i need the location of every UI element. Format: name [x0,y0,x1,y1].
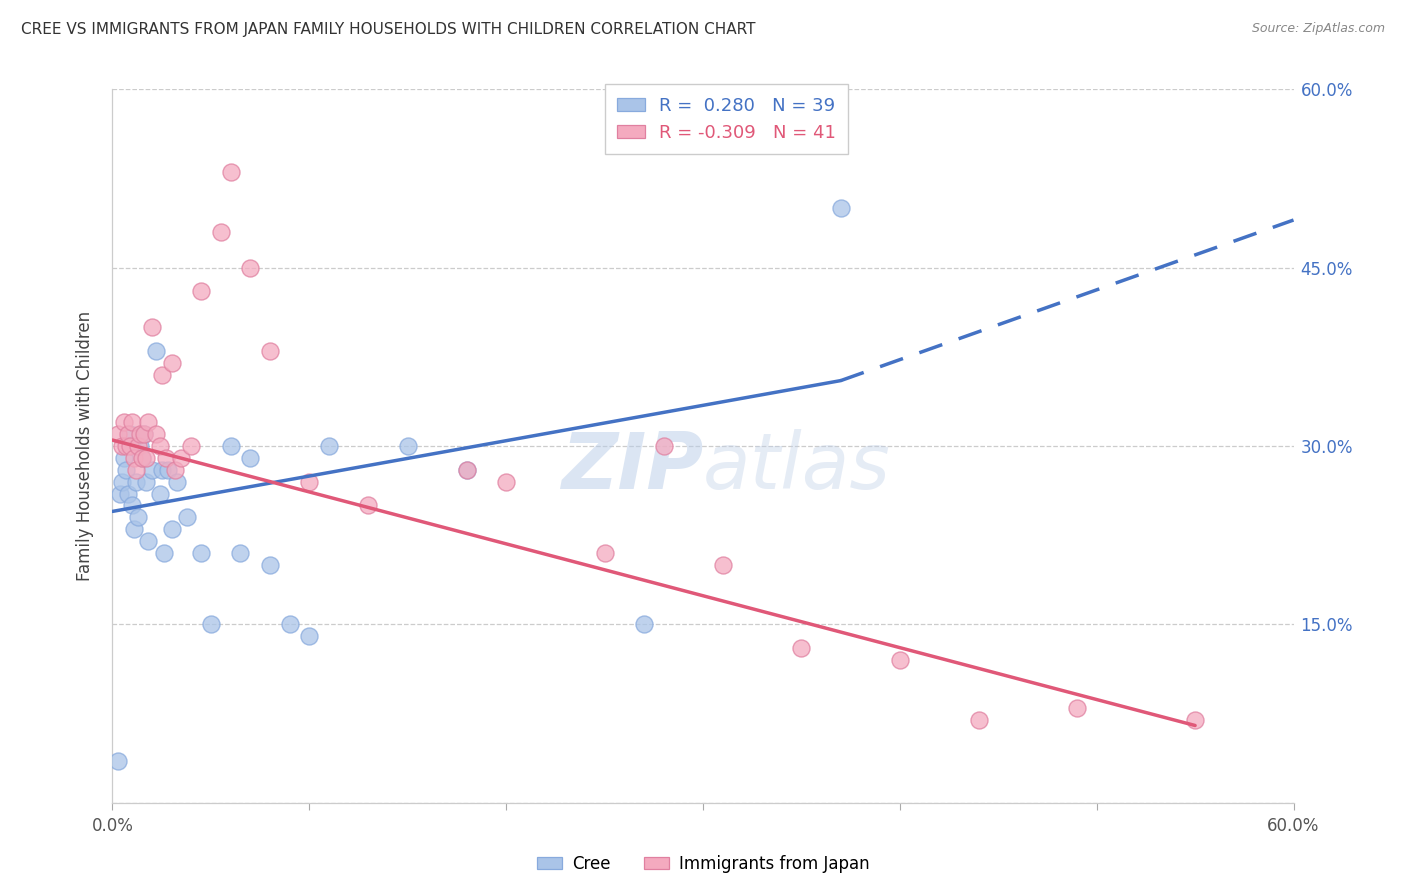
Point [120,427,142,442]
Point [652,439,675,453]
Point [1066,700,1088,714]
Point [135,475,157,489]
Point [190,285,212,299]
Point [115,463,138,477]
Point [259,343,281,358]
Point [141,320,163,334]
Point [112,415,135,429]
Point [209,225,232,239]
Point [129,439,152,453]
Point [132,427,155,442]
Y-axis label: Family Households with Children: Family Households with Children [76,311,94,581]
Legend: Cree, Immigrants from Japan: Cree, Immigrants from Japan [530,848,876,880]
Point [117,486,139,500]
Point [156,463,179,477]
Point [219,439,242,453]
Point [219,165,242,179]
Text: CREE VS IMMIGRANTS FROM JAPAN FAMILY HOUSEHOLDS WITH CHILDREN CORRELATION CHART: CREE VS IMMIGRANTS FROM JAPAN FAMILY HOU… [21,22,755,37]
Text: Source: ZipAtlas.com: Source: ZipAtlas.com [1251,22,1385,36]
Point [150,368,173,382]
Point [149,439,172,453]
Point [135,450,157,465]
Point [145,343,167,358]
Point [127,439,149,453]
Point [155,450,177,465]
Point [593,546,616,560]
Point [298,629,321,643]
Point [180,439,202,453]
Point [152,546,174,560]
Point [115,439,138,453]
Point [830,201,852,215]
Point [200,617,222,632]
Point [967,713,990,727]
Point [136,534,159,549]
Point [149,486,172,500]
Point [456,463,478,477]
Point [121,415,143,429]
Point [495,475,517,489]
Point [190,546,212,560]
Point [150,463,173,477]
Point [125,463,148,477]
Point [110,486,132,500]
Legend: R =  0.280   N = 39, R = -0.309   N = 41: R = 0.280 N = 39, R = -0.309 N = 41 [605,84,848,154]
Point [131,450,153,465]
Point [145,427,167,442]
Point [1184,713,1206,727]
Point [889,653,911,667]
Point [166,475,188,489]
Point [120,439,142,453]
Point [131,450,153,465]
Point [111,475,134,489]
Point [239,260,262,275]
Point [165,463,187,477]
Point [456,463,478,477]
Point [112,450,135,465]
Point [132,427,155,442]
Point [259,558,281,572]
Point [396,439,419,453]
Point [122,450,145,465]
Point [117,427,139,442]
Point [239,450,262,465]
Point [298,475,321,489]
Point [711,558,734,572]
Point [107,427,129,442]
Point [160,356,183,370]
Point [129,427,152,442]
Point [160,522,183,536]
Point [229,546,252,560]
Point [107,754,129,768]
Point [125,475,148,489]
Point [121,439,143,453]
Point [122,522,145,536]
Point [170,450,193,465]
Point [111,439,134,453]
Point [141,463,163,477]
Point [790,641,813,656]
Point [357,499,380,513]
Point [127,510,149,524]
Point [136,415,159,429]
Point [278,617,301,632]
Point [318,439,340,453]
Text: ZIP: ZIP [561,429,703,506]
Point [121,499,143,513]
Point [176,510,198,524]
Point [633,617,655,632]
Text: atlas: atlas [703,429,891,506]
